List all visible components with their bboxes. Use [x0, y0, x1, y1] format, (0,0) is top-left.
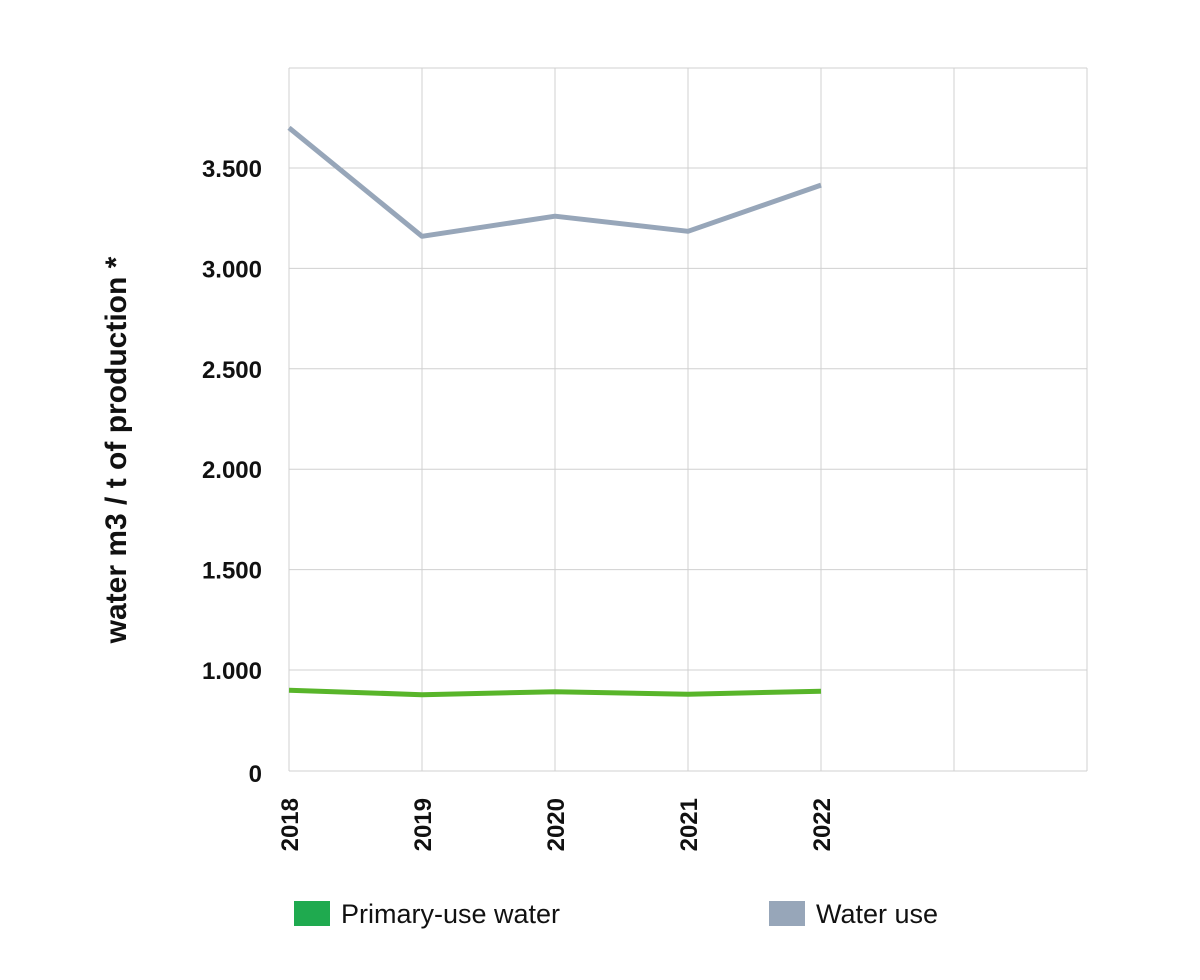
- y-tick-label: 2.500: [202, 357, 262, 384]
- legend-item-water-use: Water use: [769, 899, 938, 929]
- y-tick-label: 3.000: [202, 256, 262, 283]
- series-lines: [287, 125, 822, 698]
- y-tick-label: 2.000: [202, 457, 262, 484]
- y-tick-label: 3.500: [202, 156, 262, 183]
- x-tick-label: 2018: [277, 798, 304, 851]
- y-tick-label: 1.500: [202, 558, 262, 585]
- legend-label-water-use: Water use: [816, 899, 938, 929]
- legend-label-primary-use-water: Primary-use water: [341, 899, 560, 929]
- legend-swatch-primary-use-water: [294, 901, 330, 926]
- x-tick-label: 2022: [809, 798, 836, 851]
- y-axis-label: water m3 / t of production *: [100, 256, 133, 644]
- gridlines: [288, 67, 1088, 772]
- x-tick-label: 2020: [543, 798, 570, 851]
- y-tick-label: 1.000: [202, 658, 262, 685]
- series-line-primary: [288, 687, 822, 698]
- x-tick-label: 2019: [410, 798, 437, 851]
- y-axis-ticks: 0 1.000 1.500 2.000 2.500 3.000 3.500: [202, 156, 262, 788]
- y-tick-label: 0: [249, 761, 262, 788]
- legend-item-primary-use-water: Primary-use water: [294, 899, 560, 929]
- legend-swatch-water-use: [769, 901, 805, 926]
- x-tick-label: 2021: [676, 798, 703, 851]
- x-axis-ticks: 2018 2019 2020 2021 2022: [277, 798, 836, 851]
- legend: Primary-use water Water use: [294, 899, 938, 929]
- series-line-water: [287, 125, 822, 239]
